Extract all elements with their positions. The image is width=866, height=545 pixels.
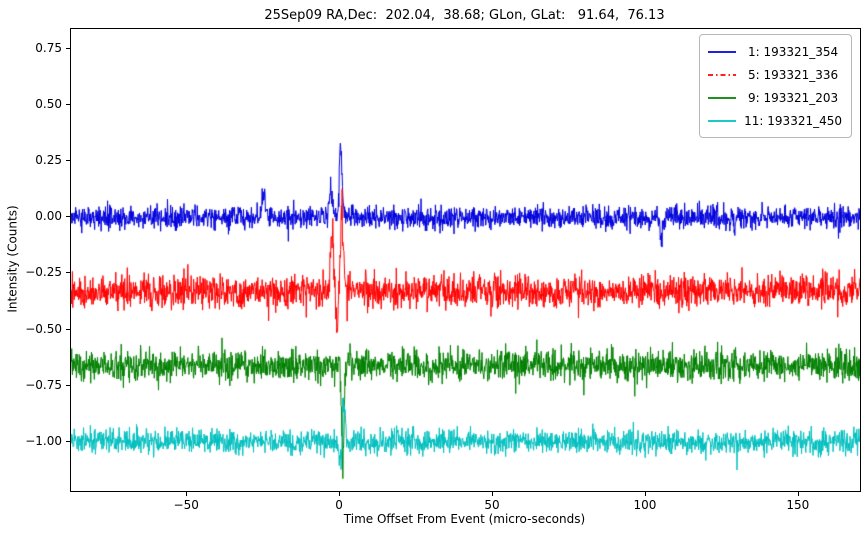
legend-item: 1: 193321_354: [707, 40, 842, 63]
x-tick: [797, 492, 799, 496]
x-tick-label: 100: [633, 498, 657, 512]
y-tick-label: −0.50: [25, 321, 62, 336]
chart-title: 25Sep09 RA,Dec: 202.04, 38.68; GLon, GLa…: [264, 8, 665, 23]
x-tick: [644, 492, 646, 496]
y-tick: [66, 216, 70, 218]
y-tick: [66, 440, 70, 442]
y-tick-label: −1.00: [25, 433, 62, 448]
y-tick-label: −0.25: [25, 265, 62, 280]
legend: 1: 193321_354 5: 193321_336 9: 193321_20…: [699, 34, 852, 138]
y-tick-label: 0.75: [35, 41, 62, 56]
legend-item: 9: 193321_203: [707, 86, 842, 109]
y-tick: [66, 48, 70, 50]
x-tick: [339, 492, 341, 496]
x-tick-label: 0: [335, 498, 343, 512]
legend-label: 11: 193321_450: [744, 113, 842, 128]
legend-label: 1: 193321_354: [744, 44, 839, 59]
x-tick-label: 50: [484, 498, 500, 512]
x-axis-label: Time Offset From Event (micro-seconds): [343, 512, 586, 526]
y-tick-label: 0.50: [35, 97, 62, 112]
x-tick: [186, 492, 188, 496]
legend-line-sample: [708, 96, 737, 99]
legend-line-sample: [708, 50, 737, 53]
x-tick: [492, 492, 494, 496]
x-tick-label: −50: [173, 498, 199, 512]
legend-label: 5: 193321_336: [744, 67, 839, 82]
y-tick: [66, 384, 70, 386]
y-tick-label: −0.75: [25, 377, 62, 392]
y-tick-label: 0.25: [35, 153, 62, 168]
y-tick: [66, 104, 70, 106]
y-tick: [66, 328, 70, 330]
y-tick: [66, 272, 70, 274]
legend-label: 9: 193321_203: [744, 90, 839, 105]
legend-line-sample: [708, 73, 737, 76]
y-tick: [66, 160, 70, 162]
legend-item: 5: 193321_336: [707, 63, 842, 86]
legend-line-sample: [708, 119, 737, 122]
legend-item: 11: 193321_450: [707, 109, 842, 132]
y-tick-label: 0.00: [35, 209, 62, 224]
x-tick-label: 150: [786, 498, 810, 512]
y-axis-label: Intensity (Counts): [6, 205, 21, 313]
